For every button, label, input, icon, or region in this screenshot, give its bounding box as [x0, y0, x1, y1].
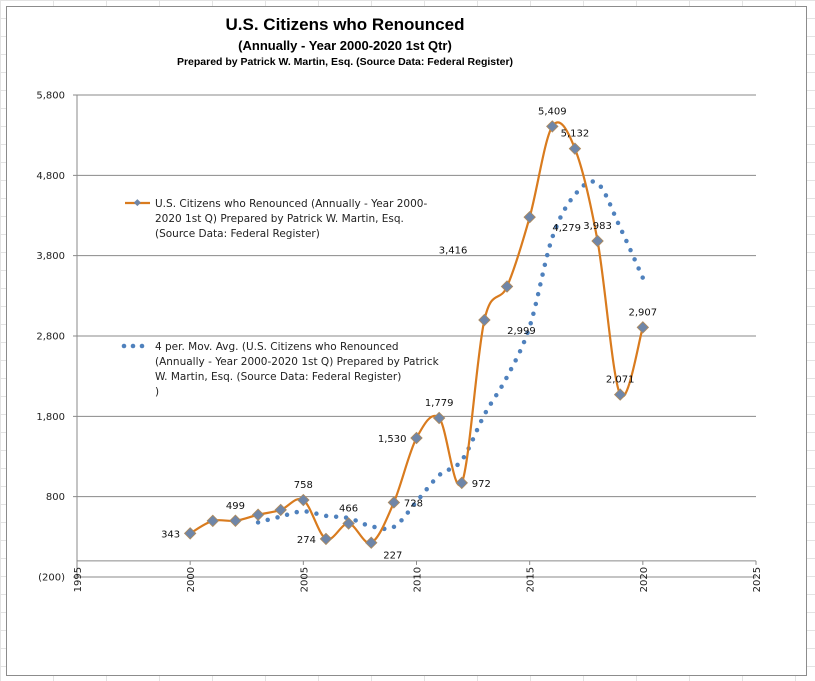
- data-point-marker: [455, 476, 468, 490]
- legend-entry-text: 2020 1st Q) Prepared by Patrick W. Marti…: [155, 213, 404, 225]
- data-point-marker: [297, 493, 310, 507]
- data-point-marker: [613, 388, 627, 401]
- data-label: 2,907: [629, 307, 658, 318]
- x-tick-label: 2010: [413, 567, 424, 592]
- y-axis-ticks: (200) 800 1,800 2,800 3,800 4,800 5,800: [36, 91, 65, 584]
- data-point-marker: [568, 142, 582, 155]
- data-label: 274: [297, 535, 316, 546]
- y-tick-label: 2,800: [36, 332, 65, 343]
- x-tick-label: 2015: [526, 567, 537, 592]
- data-point-marker: [523, 210, 536, 224]
- data-point-marker: [342, 517, 355, 530]
- y-tick-label: 3,800: [36, 251, 65, 262]
- legend-dot-swatch: [121, 343, 127, 349]
- chart-subtitle: (Annually - Year 2000-2020 1st Qtr): [238, 38, 452, 53]
- data-label: 2,071: [606, 375, 635, 386]
- data-label: 343: [161, 529, 180, 540]
- data-label: 466: [339, 503, 358, 514]
- data-label: 2,999: [507, 326, 536, 337]
- data-label: 3,416: [439, 246, 468, 257]
- data-label: 1,530: [378, 434, 407, 445]
- data-point-marker: [432, 411, 446, 425]
- data-label: 3,983: [583, 221, 612, 232]
- chart-title: U.S. Citizens who Renounced: [226, 15, 465, 34]
- x-tick-label: 2000: [186, 567, 197, 592]
- moving-average-series: [255, 179, 646, 532]
- legend-dot-swatch: [130, 343, 136, 349]
- data-label: 758: [294, 480, 313, 491]
- legend-marker-swatch: [133, 199, 141, 207]
- legend-entry-text: 4 per. Mov. Avg. (U.S. Citizens who Reno…: [155, 341, 399, 353]
- data-label: 5,409: [538, 106, 567, 117]
- data-point-marker: [183, 527, 197, 540]
- legend-entry-text: U.S. Citizens who Renounced (Annually - …: [155, 198, 427, 210]
- data-point-marker: [387, 496, 401, 509]
- x-tick-label: 2005: [299, 567, 310, 592]
- legend: U.S. Citizens who Renounced (Annually - …: [121, 198, 440, 398]
- x-tick-label: 1995: [73, 567, 84, 592]
- y-tick-label: 5,800: [36, 91, 65, 102]
- data-label: 1,779: [425, 398, 454, 409]
- data-point-marker: [636, 321, 650, 334]
- x-axis-ticks: 1995 2000 2005 2010 2015 2020 2025: [73, 560, 763, 592]
- data-point-marker: [251, 508, 265, 521]
- data-point-marker: [478, 313, 491, 327]
- y-tick-label: (200): [38, 573, 65, 584]
- legend-entry-text: ): [155, 386, 159, 398]
- data-point-marker: [229, 514, 242, 527]
- data-labels: 343 499 758 274 466 227 728 1,530 1,779 972 3,416 2…: [161, 106, 657, 561]
- data-label: 972: [472, 479, 491, 490]
- data-label: 4,279: [552, 223, 581, 234]
- renounced-line: [189, 121, 644, 545]
- data-point-marker: [206, 514, 220, 528]
- gridlines: [73, 94, 756, 578]
- moving-average-line: [255, 179, 646, 532]
- data-point-marker: [410, 431, 423, 445]
- data-label: 499: [226, 501, 245, 512]
- data-label: 5,132: [561, 129, 590, 140]
- x-tick-label: 2020: [639, 567, 650, 592]
- chart-frame: [6, 6, 807, 676]
- data-point-marker: [319, 532, 333, 546]
- data-label: 227: [383, 551, 402, 562]
- data-point-marker: [274, 503, 287, 517]
- legend-entry-text: (Source Data: Federal Register): [155, 228, 320, 240]
- chart-subtitle-source: Prepared by Patrick W. Martin, Esq. (Sou…: [177, 56, 513, 68]
- y-tick-label: 4,800: [36, 171, 65, 182]
- y-tick-label: 800: [46, 492, 65, 503]
- renounced-series: [183, 120, 650, 549]
- data-label: 728: [404, 498, 423, 509]
- data-point-marker: [591, 234, 604, 248]
- x-tick-label: 2025: [752, 567, 763, 592]
- data-point-marker: [546, 120, 559, 133]
- legend-entry-text: W. Martin, Esq. (Source Data: Federal Re…: [155, 371, 401, 383]
- data-point-marker: [365, 536, 378, 549]
- legend-dot-swatch: [139, 343, 145, 349]
- legend-entry-text: (Annually - Year 2000-2020 1st Q) Prepar…: [155, 356, 440, 368]
- y-tick-label: 1,800: [36, 412, 65, 423]
- data-point-marker: [500, 280, 514, 293]
